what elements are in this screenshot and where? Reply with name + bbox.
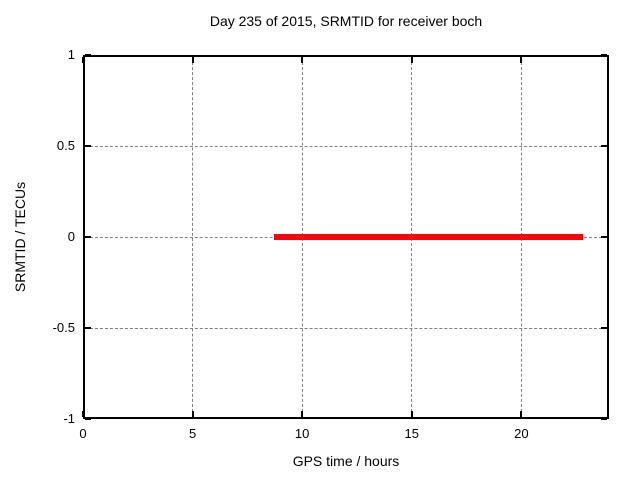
y-tick-right xyxy=(601,236,607,238)
x-axis-label: GPS time / hours xyxy=(292,453,400,469)
y-tick-right xyxy=(601,145,607,147)
y-tick-right xyxy=(601,327,607,329)
y-tick-left xyxy=(85,327,91,329)
y-gridline xyxy=(85,145,607,147)
y-tick-right xyxy=(601,418,607,420)
y-tick-right xyxy=(601,54,607,56)
x-tick-bottom xyxy=(301,411,304,417)
x-tick-top xyxy=(82,57,84,63)
x-tick-top xyxy=(301,57,304,63)
x-tick-bottom xyxy=(520,411,523,417)
x-tick-bottom xyxy=(410,411,413,417)
chart-title: Day 235 of 2015, SRMTID for receiver boc… xyxy=(209,13,483,29)
series-line-srmtid xyxy=(273,234,583,240)
x-tick-label: 20 xyxy=(514,426,529,441)
x-tick-label: 0 xyxy=(79,426,87,441)
x-tick-top xyxy=(191,57,194,63)
y-tick-left xyxy=(85,145,91,147)
y-tick-label: 0.5 xyxy=(56,138,75,153)
x-tick-bottom xyxy=(82,411,84,417)
x-tick-top xyxy=(410,57,413,63)
x-tick-bottom xyxy=(191,411,194,417)
x-tick-top xyxy=(520,57,523,63)
x-tick-label: 15 xyxy=(404,426,419,441)
y-tick-label: 0 xyxy=(67,229,75,244)
y-tick-left xyxy=(85,236,91,238)
x-tick-label: 10 xyxy=(294,426,310,441)
y-gridline xyxy=(85,327,607,329)
y-tick-left xyxy=(85,54,91,56)
y-tick-label: -1 xyxy=(63,411,75,426)
y-tick-left xyxy=(85,418,91,420)
x-tick-label: 5 xyxy=(188,426,197,441)
y-tick-label: 1 xyxy=(67,47,75,62)
y-tick-label: -0.5 xyxy=(52,320,75,335)
